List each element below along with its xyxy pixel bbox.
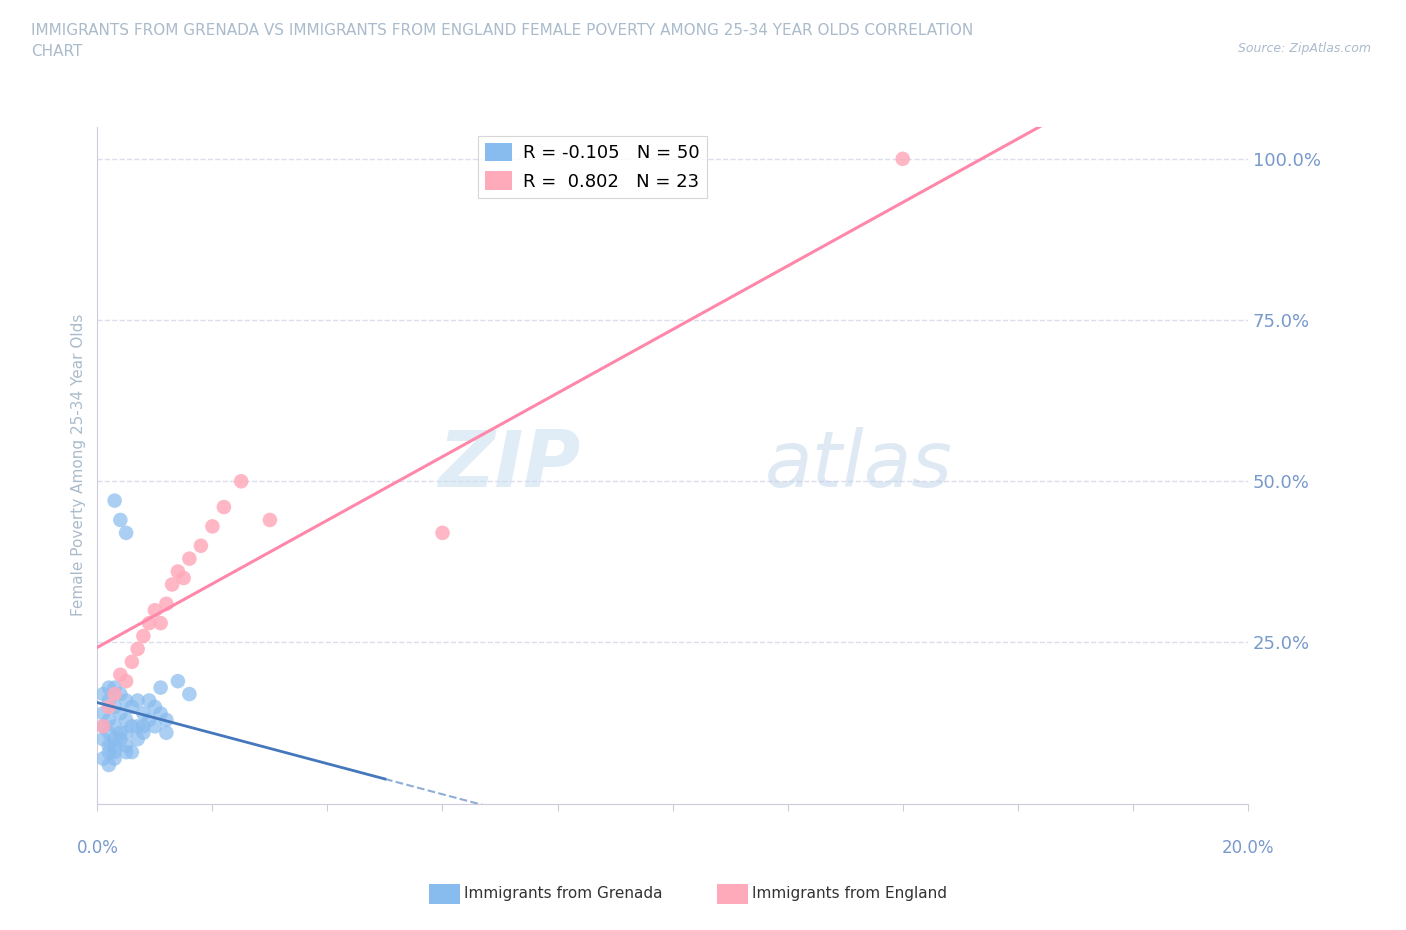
Point <box>132 629 155 644</box>
Point <box>91 706 114 721</box>
Point <box>110 668 132 683</box>
Point <box>127 719 149 734</box>
Point <box>160 577 183 591</box>
Point <box>201 519 224 534</box>
Point <box>91 751 114 766</box>
Text: Source: ZipAtlas.com: Source: ZipAtlas.com <box>1237 42 1371 55</box>
Point <box>138 712 160 727</box>
Point <box>127 642 149 657</box>
Point <box>155 596 177 611</box>
Point <box>155 725 177 740</box>
Point <box>115 745 138 760</box>
Text: Immigrants from Grenada: Immigrants from Grenada <box>464 886 662 901</box>
Point <box>149 616 172 631</box>
Point <box>149 680 172 695</box>
Y-axis label: Female Poverty Among 25-34 Year Olds: Female Poverty Among 25-34 Year Olds <box>72 314 86 617</box>
Point <box>104 699 127 714</box>
Point <box>190 538 212 553</box>
Point <box>179 686 201 701</box>
Point <box>127 732 149 747</box>
Text: IMMIGRANTS FROM GRENADA VS IMMIGRANTS FROM ENGLAND FEMALE POVERTY AMONG 25-34 YE: IMMIGRANTS FROM GRENADA VS IMMIGRANTS FR… <box>31 23 973 60</box>
Point <box>91 686 114 701</box>
Point <box>173 570 195 585</box>
Point <box>91 719 114 734</box>
Point <box>97 725 120 740</box>
Point <box>115 738 138 753</box>
Point <box>127 693 149 708</box>
Point <box>110 686 132 701</box>
Point <box>91 732 114 747</box>
Point <box>97 738 120 753</box>
Point <box>212 499 235 514</box>
Point <box>155 712 177 727</box>
Point <box>110 706 132 721</box>
Point <box>143 699 166 714</box>
Point <box>121 719 143 734</box>
Point <box>104 745 127 760</box>
Point <box>97 712 120 727</box>
Text: 20.0%: 20.0% <box>1222 839 1274 857</box>
Point <box>121 655 143 670</box>
Point <box>104 732 127 747</box>
Text: ZIP: ZIP <box>439 427 581 503</box>
Point <box>110 512 132 527</box>
Point <box>110 732 132 747</box>
Point <box>104 719 127 734</box>
Text: atlas: atlas <box>765 427 952 503</box>
Point <box>138 616 160 631</box>
Point <box>97 693 120 708</box>
Text: Immigrants from England: Immigrants from England <box>752 886 948 901</box>
Point <box>97 745 120 760</box>
Point <box>115 712 138 727</box>
Point <box>104 680 127 695</box>
Point <box>104 751 127 766</box>
Point <box>91 719 114 734</box>
Point <box>179 551 201 566</box>
Text: 0.0%: 0.0% <box>76 839 118 857</box>
Point <box>115 673 138 688</box>
Point <box>167 565 190 579</box>
Point <box>97 758 120 773</box>
Point <box>167 673 190 688</box>
Point <box>132 706 155 721</box>
Point <box>121 745 143 760</box>
Point <box>132 725 155 740</box>
Point <box>115 725 138 740</box>
Point <box>110 725 132 740</box>
Point <box>104 686 127 701</box>
Point <box>143 719 166 734</box>
Point <box>132 719 155 734</box>
Point <box>138 693 160 708</box>
Point <box>115 693 138 708</box>
Point <box>104 493 127 508</box>
Point <box>104 738 127 753</box>
Point <box>143 603 166 618</box>
Point <box>97 680 120 695</box>
Legend: R = -0.105   N = 50, R =  0.802   N = 23: R = -0.105 N = 50, R = 0.802 N = 23 <box>478 136 707 198</box>
Point <box>231 473 253 488</box>
Point <box>432 525 454 540</box>
Point <box>891 152 914 166</box>
Point <box>115 525 138 540</box>
Point <box>149 706 172 721</box>
Point <box>121 699 143 714</box>
Point <box>259 512 281 527</box>
Point <box>97 699 120 714</box>
